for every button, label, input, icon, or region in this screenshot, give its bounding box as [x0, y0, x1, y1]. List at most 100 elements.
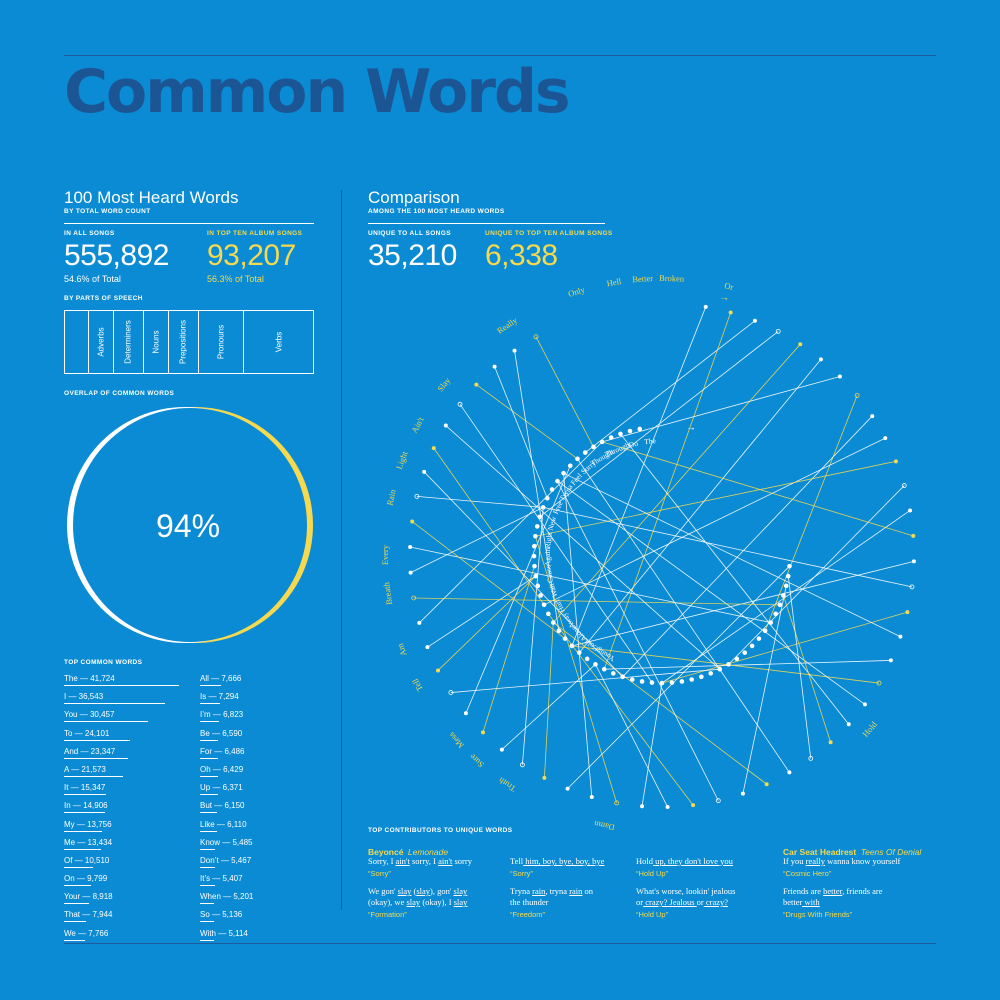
top-words-column-2: All — 7,666 Is — 7,294 I’m — 6,823 Be — 6,5…: [200, 674, 320, 947]
unique-all-label: UNIQUE TO ALL SONGS: [368, 230, 451, 237]
inner-word-dot: [593, 662, 598, 667]
top-word-label: In — 14,906: [64, 801, 108, 811]
quote-text: sorry: [452, 856, 472, 866]
quote-line: Tryna rain, tryna rain on: [510, 886, 604, 897]
outer-word-dot: [905, 610, 910, 615]
top-word-label: Know — 5,485: [200, 837, 253, 847]
outer-word-dot: [828, 740, 833, 745]
outer-word-dot: [837, 374, 842, 379]
quote-text: Hold: [636, 856, 653, 866]
inner-word-dot: [584, 656, 590, 662]
quote-text: Tryna: [510, 886, 533, 896]
outer-word-label: Damn: [592, 819, 615, 830]
underlined-word: rain: [569, 886, 583, 896]
quote-line: Hold up, they don't love you: [636, 856, 735, 867]
chord-line: [482, 566, 535, 733]
inner-word-dot: [535, 583, 541, 589]
top-word-label: Up — 6,371: [200, 783, 243, 793]
top-word-bar: [64, 775, 124, 777]
outer-word-dot: [542, 775, 547, 780]
overlap-value: 94%: [156, 508, 220, 544]
inner-word-dot: [532, 543, 537, 549]
chord-line: [603, 312, 732, 670]
quote-text: or: [696, 897, 704, 907]
top-word-row: In — 14,906: [64, 801, 184, 819]
chord-line: [476, 384, 578, 460]
bottom-rule: [64, 943, 936, 944]
top-word-label: All — 7,666: [200, 674, 242, 683]
top-word-row: With — 5,114: [200, 929, 320, 947]
inner-word-dot: [717, 666, 723, 672]
outer-word-dot: [640, 804, 645, 809]
pos-column-verbs: Verbs: [242, 311, 316, 373]
top-word-bar: [64, 794, 107, 796]
inner-word-dot: [575, 456, 580, 462]
outer-word-dot: [499, 747, 504, 752]
chord-line: [783, 595, 832, 743]
top-word-row: That — 7,944: [64, 910, 184, 928]
pos-label: Nouns: [151, 330, 160, 354]
outer-word-dot: [474, 382, 479, 387]
inner-word-dot: [555, 478, 560, 484]
inner-word-dot: [582, 450, 588, 455]
chord-line: [553, 622, 767, 785]
outer-word-label: Slay: [435, 375, 453, 394]
chord-line: [410, 546, 771, 623]
comparison-radial-chart: Or Broken Better Hell Only Really Slay Ain't Lig…: [380, 273, 916, 830]
top-word-row: Your — 8,918: [64, 892, 184, 910]
chord-line: [437, 575, 537, 671]
underlined-word: ain't: [395, 856, 410, 866]
quote-source: “Formation”: [368, 910, 407, 919]
underlined-word: better: [823, 886, 843, 896]
quote-source: “Freedom”: [510, 910, 546, 919]
outer-word-dot: [911, 559, 916, 564]
inner-word-dot: [618, 431, 623, 437]
inner-word-dot: [785, 573, 791, 579]
quote-text: Friends are: [783, 886, 824, 896]
quote-text: If you: [783, 856, 806, 866]
chord-line: [557, 480, 719, 801]
page-title: Common Words: [64, 57, 571, 127]
inner-word-label: Wait: [546, 581, 559, 598]
inner-word-dot: [531, 553, 537, 559]
contributor-1-artist: Beyoncé: [368, 847, 404, 857]
top-word-label: Like — 6,110: [200, 819, 247, 829]
top-word-bar: [200, 685, 222, 686]
top-word-bar: [200, 757, 218, 759]
chord-line: [539, 331, 779, 518]
underlined-word: up, they don't love you: [653, 856, 733, 866]
chord-line: [571, 561, 915, 647]
chord-line: [416, 495, 544, 508]
outer-word-dot: [565, 786, 570, 791]
pos-label: Pronouns: [216, 324, 225, 360]
top-word-row: We — 7,766: [64, 929, 184, 947]
underlined-word: really: [805, 856, 826, 866]
top-word-row: To — 24,101: [64, 729, 184, 747]
top-word-bar: [64, 921, 86, 923]
chord-line: [577, 458, 790, 773]
quote-line: If you really wanna know yourself: [783, 856, 900, 867]
inner-word-label: Right: [543, 530, 554, 549]
chord-line: [620, 433, 850, 725]
inner-word-label: Cause: [543, 563, 555, 583]
chord-line: [601, 441, 914, 537]
inner-word-dot: [669, 680, 675, 685]
top-word-row: Oh — 6,429: [200, 765, 320, 783]
inner-word-dot: [546, 611, 551, 617]
quote-line: or crazy? Jealous or crazy?: [636, 897, 735, 908]
quote-line: We gon' slay (slay), gon' slay: [368, 886, 472, 897]
chord-line: [764, 395, 858, 631]
chord-line: [557, 480, 866, 705]
outer-word-dot: [893, 459, 898, 464]
inner-word-dot: [540, 505, 546, 510]
top-word-bar: [64, 830, 102, 832]
top-word-bar: [64, 866, 93, 868]
outer-word-dot: [691, 803, 696, 808]
all-songs-value: 555,892: [64, 239, 169, 272]
top-word-bar: [64, 812, 106, 814]
chord-line: [543, 506, 913, 588]
quote-text: We gon': [368, 886, 398, 896]
outer-word-dot: [533, 334, 539, 340]
top-word-bar: [200, 775, 218, 777]
outer-word-dot: [665, 804, 670, 809]
